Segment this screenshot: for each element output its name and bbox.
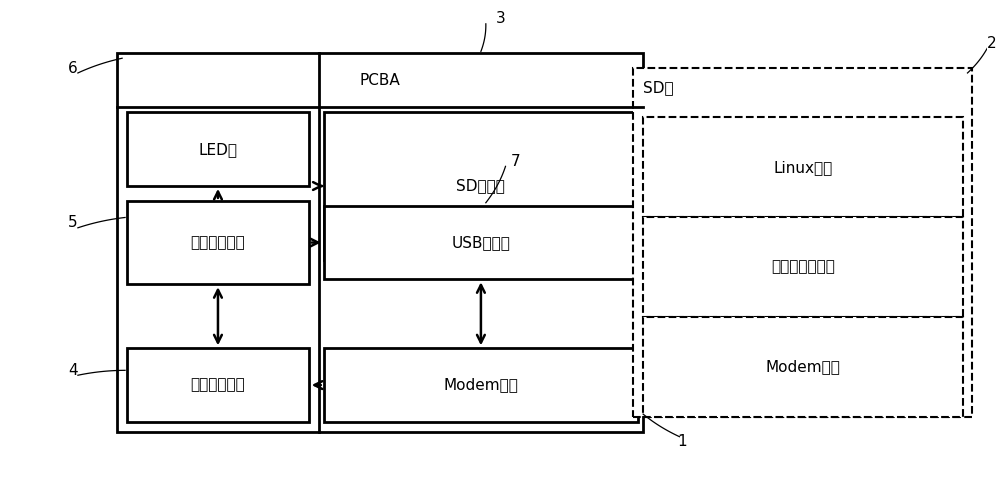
Bar <box>127 201 309 284</box>
Bar <box>643 117 963 217</box>
Text: LED灯: LED灯 <box>198 142 237 157</box>
Text: PCBA: PCBA <box>360 73 401 88</box>
Text: Modem模块: Modem模块 <box>443 378 518 392</box>
Text: 4: 4 <box>68 363 78 378</box>
Bar <box>633 68 972 417</box>
Text: 7: 7 <box>511 154 520 169</box>
Text: Linux内核: Linux内核 <box>773 160 832 174</box>
Bar <box>127 348 309 422</box>
Text: 自动测试模块: 自动测试模块 <box>191 235 245 250</box>
Text: 6: 6 <box>68 61 78 75</box>
Text: 自动匹配模块: 自动匹配模块 <box>191 378 245 392</box>
Text: Modem驱动: Modem驱动 <box>765 360 840 374</box>
Bar <box>127 112 309 186</box>
Bar <box>643 317 963 417</box>
Text: 1: 1 <box>678 434 687 449</box>
Bar <box>643 217 963 317</box>
Bar <box>117 53 643 432</box>
Text: 2: 2 <box>987 36 997 51</box>
Bar <box>324 206 638 279</box>
Bar <box>324 348 638 422</box>
Text: 最小根文件系统: 最小根文件系统 <box>771 260 835 274</box>
Bar <box>324 112 638 260</box>
Text: 5: 5 <box>68 216 78 230</box>
Text: 3: 3 <box>496 11 505 26</box>
Text: SD控制器: SD控制器 <box>456 178 505 194</box>
Text: SD卡: SD卡 <box>643 80 674 95</box>
Text: USB控制器: USB控制器 <box>451 235 510 250</box>
